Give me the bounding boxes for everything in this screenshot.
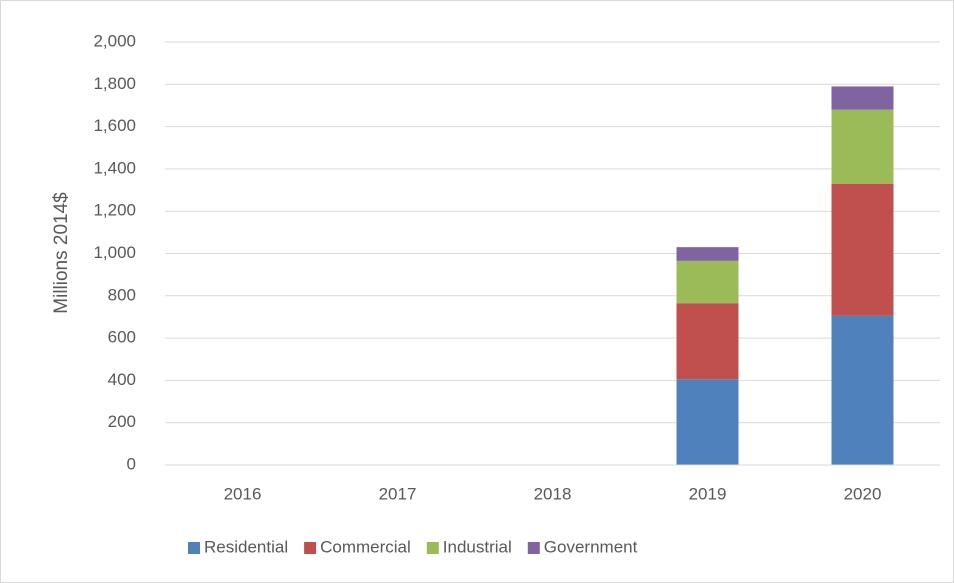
y-tick-label: 200 [108, 412, 136, 431]
y-tick-label: 800 [108, 285, 136, 304]
bar-segment [831, 183, 894, 316]
x-tick-label: 2017 [379, 484, 417, 503]
bar-segment [676, 247, 739, 261]
bar-segment [831, 109, 894, 184]
legend-label: Industrial [443, 537, 512, 556]
y-axis-label: Millions 2014$ [51, 192, 72, 314]
y-tick-label: 2,000 [93, 31, 136, 50]
y-tick-label: 1,800 [93, 74, 136, 93]
bar-segment [831, 86, 894, 110]
legend-swatch [188, 542, 200, 554]
legend-swatch [304, 542, 317, 554]
bar-segment [676, 303, 739, 380]
legend-label: Government [544, 537, 638, 556]
bar-segment [676, 260, 739, 304]
y-tick-label: 1,200 [93, 201, 136, 220]
legend-label: Commercial [320, 537, 411, 556]
bar-segment [676, 379, 739, 465]
x-tick-label: 2018 [534, 484, 572, 503]
legend-swatch [527, 542, 540, 554]
x-tick-label: 2019 [689, 484, 727, 503]
y-tick-label: 1,000 [93, 243, 136, 262]
bar-segment [831, 315, 894, 465]
x-tick-label: 2020 [844, 484, 882, 503]
y-tick-label: 400 [108, 370, 136, 389]
y-tick-label: 0 [127, 454, 136, 473]
x-tick-label: 2016 [224, 484, 262, 503]
y-tick-label: 600 [108, 328, 136, 347]
legend-label: Residential [204, 537, 288, 556]
y-tick-label: 1,600 [93, 116, 136, 135]
y-tick-label: 1,400 [93, 158, 136, 177]
legend-swatch [426, 542, 439, 554]
